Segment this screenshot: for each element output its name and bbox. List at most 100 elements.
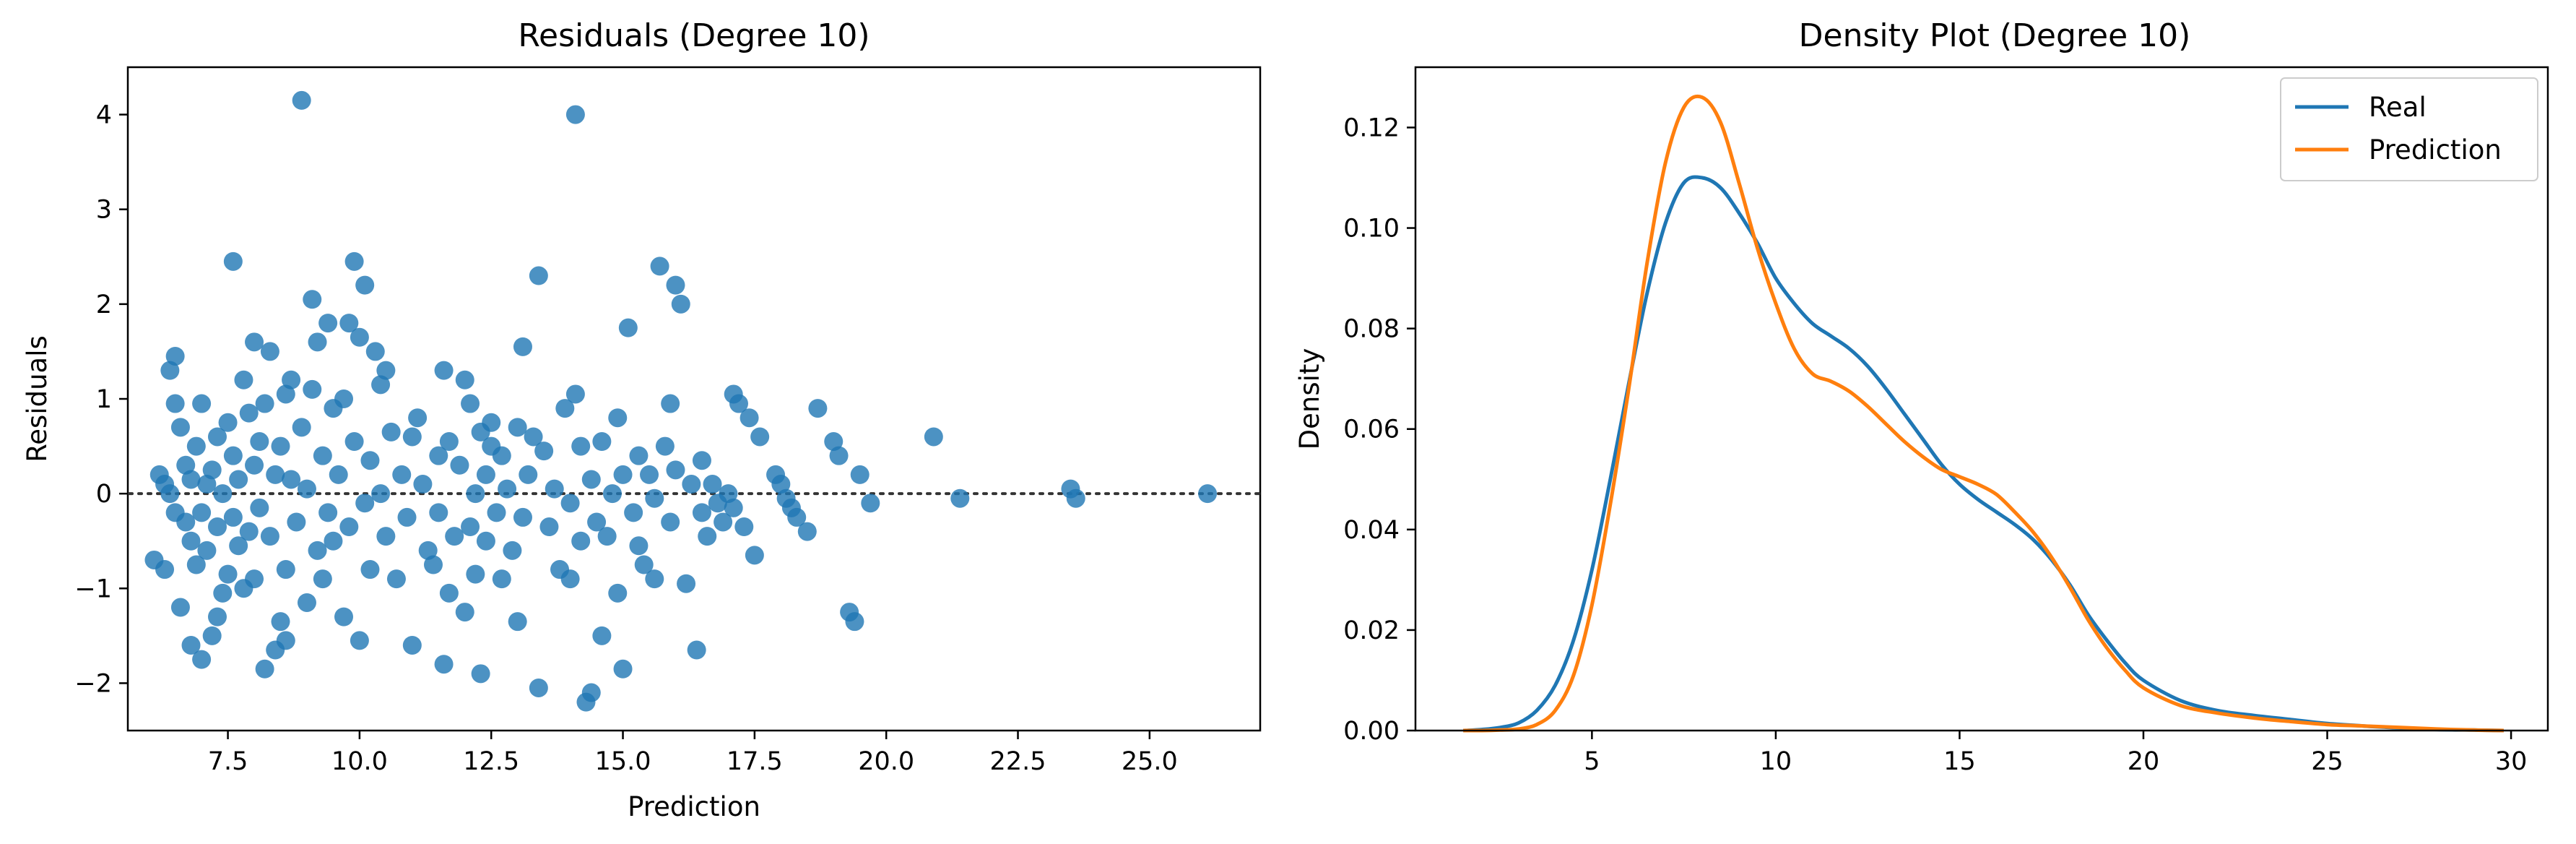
x-tick-label: 5 — [1584, 747, 1600, 776]
residual-point — [245, 332, 264, 352]
residual-point — [461, 517, 480, 537]
y-tick-label: 0.06 — [1343, 415, 1400, 444]
residual-point — [645, 569, 664, 589]
residual-point — [186, 436, 206, 456]
residual-point — [386, 569, 406, 589]
residual-point — [565, 384, 585, 404]
residual-point — [313, 569, 332, 589]
residual-point — [482, 413, 501, 432]
residual-point — [260, 527, 279, 546]
residual-point — [213, 484, 233, 504]
residual-point — [303, 379, 322, 399]
residual-point — [392, 465, 412, 484]
density-plot-area — [1414, 66, 2549, 732]
residual-point — [829, 446, 849, 465]
x-tick-label: 7.5 — [208, 747, 248, 776]
residual-point — [186, 555, 206, 574]
y-tick-label: 0.00 — [1343, 717, 1400, 746]
residual-point — [376, 361, 396, 380]
residual-point — [181, 635, 201, 655]
residual-point — [360, 451, 380, 470]
residual-point — [740, 408, 759, 428]
density-line-prediction — [1463, 94, 2504, 733]
residual-point — [318, 314, 338, 333]
residual-point — [276, 384, 295, 404]
residual-point — [845, 612, 864, 632]
residual-point — [371, 375, 391, 395]
residual-point — [508, 612, 527, 632]
residual-point — [402, 427, 422, 447]
residual-point — [202, 460, 222, 480]
residual-point — [750, 427, 770, 447]
residual-point — [181, 531, 201, 551]
residual-point — [229, 536, 248, 556]
residual-point — [492, 569, 511, 589]
x-tick-label: 10.0 — [331, 747, 388, 776]
y-tick-label: −2 — [74, 669, 112, 698]
residual-point — [170, 598, 190, 617]
y-tick-label: 0.12 — [1343, 113, 1400, 142]
residual-point — [339, 314, 359, 333]
residual-point — [466, 484, 485, 504]
residual-point — [339, 517, 359, 537]
density-ticks: 5 10 15 20 25 30 0.00 0.02 0.04 0.06 0.08 0.10 0.12 — [1343, 113, 2527, 776]
residual-point — [581, 683, 601, 702]
residual-point — [213, 583, 233, 603]
residual-point — [698, 527, 717, 546]
residual-point — [197, 541, 217, 560]
y-tick-label: 0.10 — [1343, 215, 1400, 244]
x-tick-label: 25 — [2311, 747, 2343, 776]
residual-point — [245, 569, 264, 589]
residual-point — [313, 446, 332, 465]
residual-point — [555, 399, 575, 418]
residual-point — [487, 503, 506, 522]
residual-point — [250, 498, 269, 517]
residual-point — [192, 394, 212, 413]
residual-point — [207, 607, 227, 626]
residual-point — [613, 465, 633, 484]
residual-point — [714, 512, 733, 532]
y-tick-label: −1 — [74, 574, 112, 603]
residual-point — [439, 432, 459, 452]
residual-point — [719, 484, 738, 504]
residual-point — [355, 275, 375, 295]
residual-point — [223, 251, 243, 271]
residual-point — [1198, 484, 1218, 504]
residual-point — [508, 418, 527, 437]
residual-point — [376, 527, 396, 546]
residual-point — [202, 626, 222, 645]
residual-point — [608, 583, 628, 603]
residual-point — [218, 413, 238, 432]
residual-point — [592, 432, 612, 452]
residual-point — [434, 361, 454, 380]
residual-point — [234, 370, 253, 389]
residual-point — [439, 583, 459, 603]
residual-point — [324, 531, 343, 551]
residual-point — [797, 522, 817, 541]
residual-point — [413, 475, 433, 494]
residual-point — [529, 266, 548, 285]
residual-point — [529, 678, 548, 697]
residual-point — [450, 455, 469, 475]
residual-point — [787, 507, 807, 527]
residual-point — [207, 427, 227, 447]
residual-point — [618, 318, 638, 337]
residuals-ticks: 7.5 10.0 12.5 15.0 17.5 20.0 22.5 25.0 −2 −1 0 1 2 3 4 — [74, 101, 1177, 776]
residual-point — [176, 512, 196, 532]
residuals-chart-title: Residuals (Degree 10) — [518, 17, 869, 54]
residual-point — [687, 640, 706, 660]
residual-point — [539, 517, 559, 537]
density-line-real — [1463, 175, 2504, 733]
residual-point — [250, 432, 269, 452]
legend-real-label: Real — [2369, 92, 2427, 123]
residual-point — [682, 475, 701, 494]
legend-box — [2280, 77, 2538, 181]
x-tick-label: 15.0 — [595, 747, 651, 776]
residual-point — [266, 465, 285, 484]
residual-point — [513, 337, 532, 356]
residual-point — [692, 503, 711, 522]
residual-point — [924, 427, 943, 447]
x-tick-label: 10 — [1760, 747, 1792, 776]
residual-point — [381, 422, 401, 442]
residual-point — [292, 90, 311, 110]
